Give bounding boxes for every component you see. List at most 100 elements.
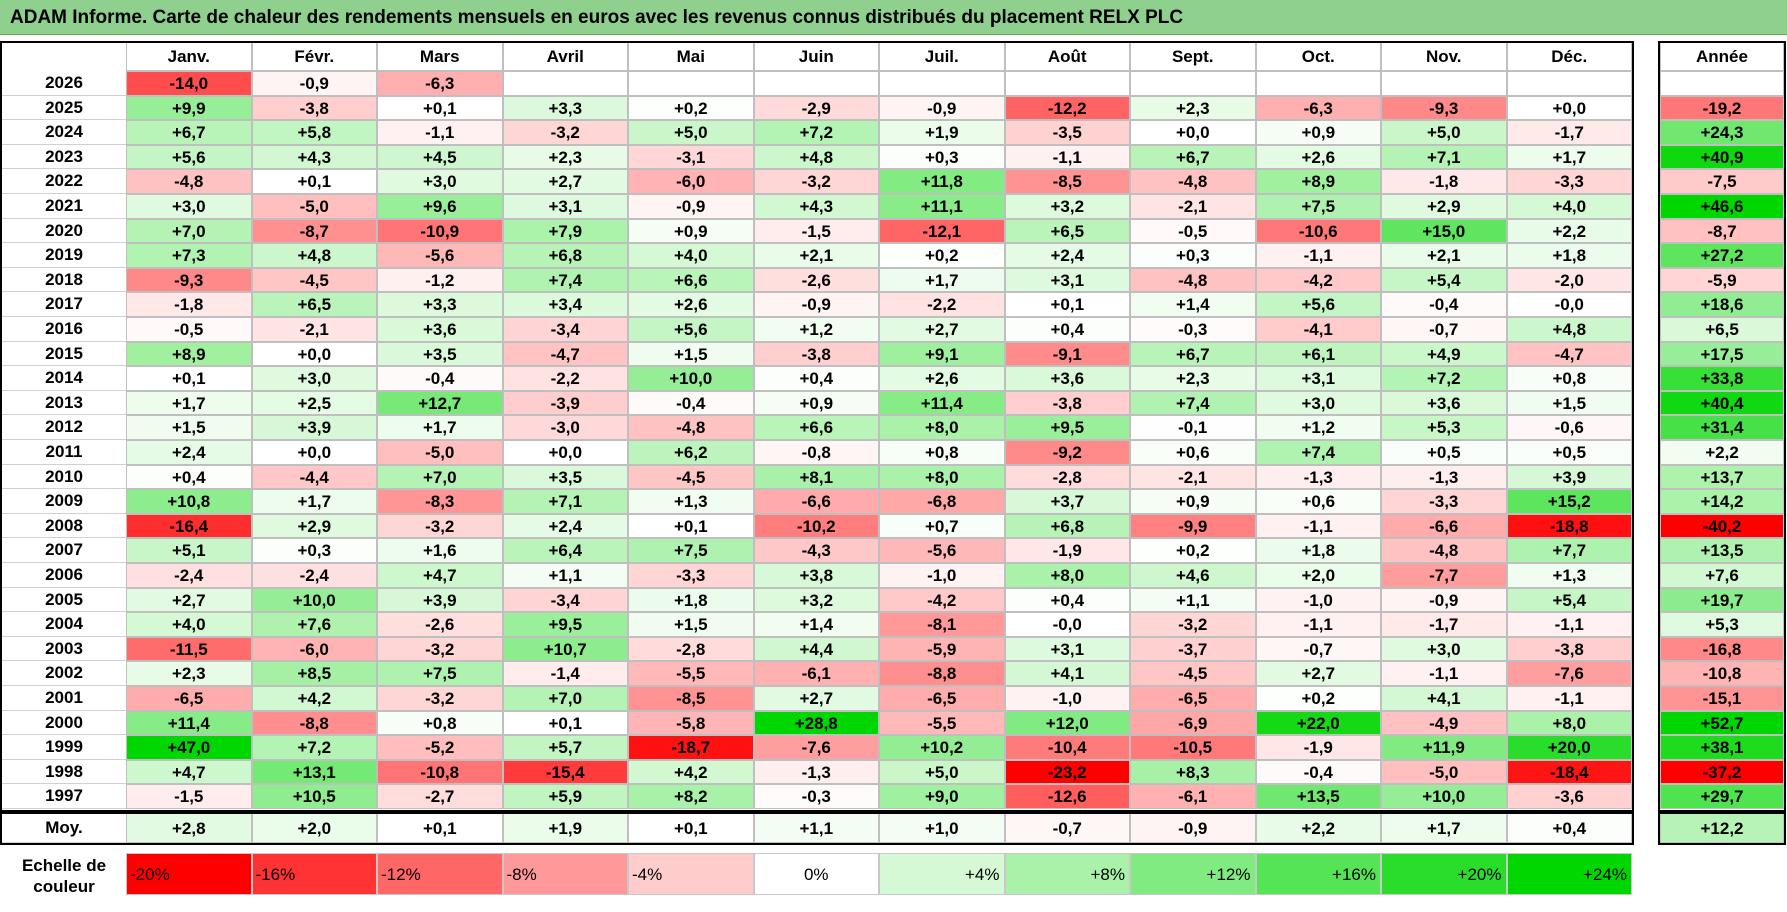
heatmap-cell: +2,0 xyxy=(1255,563,1381,588)
heatmap-cell: -0,9 xyxy=(628,194,754,219)
heatmap-cell: +10,7 xyxy=(502,636,628,662)
heatmap-cell: +6,4 xyxy=(502,538,628,563)
average-cell: +0,1 xyxy=(628,813,754,843)
annual-cell: +38,1 xyxy=(1660,735,1784,760)
heatmap-cell: -10,4 xyxy=(1004,735,1130,760)
heatmap-cell: -0,5 xyxy=(126,317,252,342)
heatmap-cell: -4,5 xyxy=(1130,661,1256,686)
heatmap-cell: +13,1 xyxy=(251,759,377,785)
annual-cell: +46,6 xyxy=(1660,194,1784,219)
annual-cell: +14,2 xyxy=(1660,489,1784,514)
heatmap-cell: +47,0 xyxy=(126,735,252,760)
heatmap-cell: +7,5 xyxy=(628,538,754,563)
average-cell: +1,1 xyxy=(753,813,879,843)
heatmap-cell: +5,4 xyxy=(1506,587,1632,613)
heatmap-cell: +1,8 xyxy=(628,587,754,613)
heatmap-cell: -1,2 xyxy=(377,267,503,293)
month-header: Juin xyxy=(753,41,879,71)
heatmap-cell: +15,0 xyxy=(1381,218,1507,244)
heatmap-cell: +0,9 xyxy=(628,218,754,244)
heatmap-cell: -0,9 xyxy=(251,71,377,96)
annual-cell: +6,5 xyxy=(1660,317,1784,342)
month-header: Févr. xyxy=(251,41,377,71)
color-scale-swatch: +16% xyxy=(1255,853,1381,895)
color-scale-swatch: -8% xyxy=(502,853,628,895)
heatmap-cell: +7,4 xyxy=(1130,390,1256,416)
heatmap-cell: +2,9 xyxy=(251,513,377,539)
heatmap-cell: +7,2 xyxy=(251,735,377,760)
heatmap-cell: +1,8 xyxy=(1255,538,1381,563)
heatmap-cell: -2,9 xyxy=(753,95,879,121)
heatmap-cell: -3,4 xyxy=(502,587,628,613)
color-scale-swatch: +8% xyxy=(1004,853,1130,895)
heatmap-cell: -8,7 xyxy=(251,218,377,244)
heatmap-cell: +8,5 xyxy=(251,661,377,686)
heatmap-cell: +6,7 xyxy=(1130,144,1256,170)
heatmap-cell: +5,0 xyxy=(879,759,1005,785)
heatmap-cell: -10,8 xyxy=(377,759,503,785)
heatmap-cell: +0,7 xyxy=(879,513,1005,539)
heatmap-cell: -2,4 xyxy=(251,563,377,588)
heatmap-cell xyxy=(628,71,754,96)
annual-cell: +33,8 xyxy=(1660,366,1784,391)
annual-cell: +31,4 xyxy=(1660,415,1784,440)
year-label: 2012 xyxy=(2,415,126,440)
color-scale-swatch: +12% xyxy=(1130,853,1256,895)
heatmap-cell: -2,2 xyxy=(879,292,1005,317)
heatmap-cell: +5,6 xyxy=(628,317,754,342)
month-header: Mai xyxy=(628,41,754,71)
heatmap-cell: +1,5 xyxy=(1506,390,1632,416)
heatmap-cell: -0,0 xyxy=(1506,292,1632,317)
year-label: 1997 xyxy=(2,784,126,809)
heatmap-cell: +4,8 xyxy=(753,144,879,170)
heatmap-cell xyxy=(753,71,879,96)
heatmap-cell: -15,4 xyxy=(502,759,628,785)
annual-cell: +40,4 xyxy=(1660,390,1784,416)
heatmap-cell: +3,8 xyxy=(753,563,879,588)
heatmap-cell: -2,0 xyxy=(1506,267,1632,293)
heatmap-cell: +5,6 xyxy=(126,144,252,170)
heatmap-cell: -3,3 xyxy=(1506,169,1632,194)
heatmap-cell: +4,7 xyxy=(377,563,503,588)
heatmap-cell: +6,8 xyxy=(1004,513,1130,539)
average-cell: +0,4 xyxy=(1506,813,1632,843)
heatmap-cell: +10,5 xyxy=(251,784,377,809)
heatmap-cell: +2,7 xyxy=(126,587,252,613)
heatmap-cell: -0,3 xyxy=(753,784,879,809)
heatmap-cell: +0,3 xyxy=(1130,243,1256,268)
heatmap-cell: -4,5 xyxy=(628,464,754,490)
heatmap-cell: +4,3 xyxy=(753,194,879,219)
heatmap-cell: -18,7 xyxy=(628,735,754,760)
heatmap-cell: +6,7 xyxy=(1130,341,1256,367)
heatmap-cell: -0,3 xyxy=(1130,317,1256,342)
heatmap-cell: +1,9 xyxy=(879,120,1005,145)
year-label: 2010 xyxy=(2,464,126,490)
heatmap-cell: +7,1 xyxy=(1381,144,1507,170)
heatmap-cell: -16,4 xyxy=(126,513,252,539)
heatmap-cell: -3,2 xyxy=(377,686,503,711)
heatmap-cell: +2,3 xyxy=(1130,366,1256,391)
heatmap-cell: -9,9 xyxy=(1130,513,1256,539)
heatmap-cell: -6,0 xyxy=(628,169,754,194)
heatmap-cell: +5,8 xyxy=(251,120,377,145)
heatmap-cell: +5,6 xyxy=(1255,292,1381,317)
heatmap-cell: +11,4 xyxy=(126,710,252,736)
average-cell: -0,7 xyxy=(1004,813,1130,843)
heatmap-cell: -3,8 xyxy=(753,341,879,367)
heatmap-cell: +2,9 xyxy=(1381,194,1507,219)
heatmap-cell: -6,9 xyxy=(1130,710,1256,736)
heatmap-cell: +2,4 xyxy=(502,513,628,539)
heatmap-cell: +3,4 xyxy=(502,292,628,317)
heatmap-cell: +0,8 xyxy=(879,440,1005,465)
heatmap-cell: -0,7 xyxy=(1255,636,1381,662)
annual-cell: +7,6 xyxy=(1660,563,1784,588)
heatmap-cell: -1,8 xyxy=(126,292,252,317)
heatmap-cell: +1,5 xyxy=(628,341,754,367)
heatmap-cell: -7,7 xyxy=(1381,563,1507,588)
heatmap-cell: +6,6 xyxy=(628,267,754,293)
heatmap-cell: +1,7 xyxy=(126,390,252,416)
heatmap-cell: -1,8 xyxy=(1381,169,1507,194)
year-label: 2000 xyxy=(2,710,126,736)
heatmap-cell: -6,8 xyxy=(879,489,1005,514)
heatmap-cell: -3,0 xyxy=(502,415,628,440)
